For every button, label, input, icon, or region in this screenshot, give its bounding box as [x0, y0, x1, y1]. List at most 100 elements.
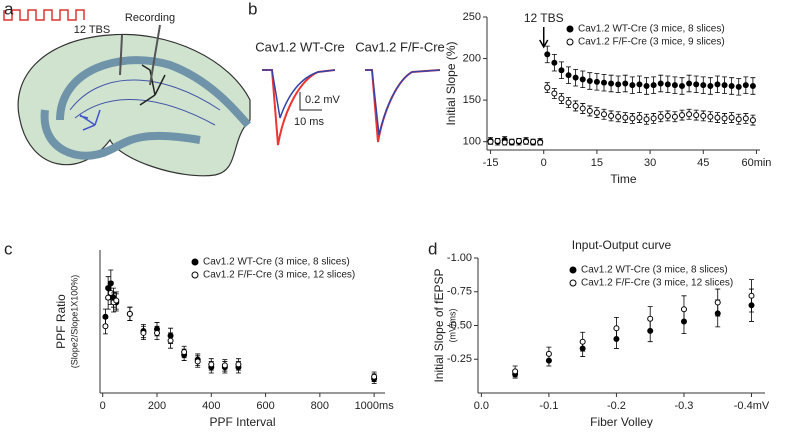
point: [664, 81, 671, 88]
x-tick-label: -0.4mV: [734, 400, 770, 412]
point: [613, 325, 620, 332]
legend-label: Cav1.2 F/F-Cre (3 mice, 9 slices): [578, 37, 725, 48]
dg-layer: [40, 109, 201, 160]
ca-layer: [56, 56, 252, 128]
legend-label: Cav1.2 WT-Cre (3 mice, 8 slices): [581, 265, 728, 276]
x-tick-label: 0.0: [474, 400, 489, 412]
legend-label: Cav1.2 WT-Cre (3 mice, 8 slices): [578, 24, 725, 35]
point: [647, 315, 654, 322]
trace: [262, 69, 336, 119]
point: [515, 137, 522, 144]
legend-marker: [191, 258, 199, 266]
x-tick-label: 45: [697, 157, 709, 169]
point: [608, 112, 615, 119]
point: [593, 78, 600, 85]
stim-train: [3, 9, 85, 21]
point: [487, 138, 494, 145]
point: [194, 358, 201, 365]
x-tick-label: 800: [311, 400, 329, 412]
y-tick-label: 100: [463, 136, 481, 148]
scale-label: 0.2 mV: [305, 94, 341, 106]
point: [501, 139, 508, 146]
y-tick-label: 150: [463, 94, 481, 106]
x-axis-label: Time: [610, 172, 637, 186]
point: [558, 95, 565, 102]
point: [686, 111, 693, 118]
point: [714, 81, 721, 88]
point: [551, 59, 558, 66]
point: [742, 115, 749, 122]
point: [608, 80, 615, 87]
point: [749, 117, 756, 124]
point: [650, 82, 657, 89]
rec-electrode: [149, 24, 161, 86]
point: [113, 297, 120, 304]
point: [221, 362, 228, 369]
point: [629, 115, 636, 122]
x-tick-label: 0: [100, 400, 106, 412]
x-axis-label: PPF Interval: [209, 415, 275, 428]
point: [615, 113, 622, 120]
panel-label: d: [428, 239, 437, 258]
point: [679, 112, 685, 119]
legend-marker: [566, 25, 574, 33]
point: [208, 361, 215, 368]
point: [615, 81, 622, 88]
point: [686, 80, 693, 87]
trace-label: Cav1.2 F/F-Cre: [355, 39, 445, 54]
point: [494, 137, 501, 144]
panel-label: a: [4, 0, 14, 18]
point: [749, 82, 756, 89]
y-axis-label: Initial Slope (%): [444, 41, 458, 125]
point: [721, 115, 728, 122]
point: [700, 112, 707, 119]
panel-label: c: [4, 239, 13, 258]
point: [721, 82, 728, 89]
point: [735, 83, 742, 90]
point: [572, 102, 579, 109]
point: [643, 82, 650, 89]
annotation: 12 TBS: [524, 11, 564, 25]
point: [629, 82, 636, 89]
point: [622, 80, 629, 87]
stim-electrode: [119, 34, 123, 76]
point: [167, 337, 174, 344]
point: [579, 76, 586, 83]
x-tick-label: 15: [591, 157, 603, 169]
scale-label: 10 ms: [294, 116, 324, 128]
stim-label: 12 TBS: [74, 24, 111, 36]
point: [657, 80, 664, 87]
x-tick-label: -0.2: [607, 400, 626, 412]
point: [544, 84, 551, 91]
x-tick-label: 60min: [741, 157, 771, 169]
point: [693, 81, 700, 88]
point: [671, 113, 678, 120]
y-axis-label: PPF Ratio: [54, 294, 68, 349]
point: [664, 112, 671, 119]
y-tick-label: -0.25: [447, 353, 472, 365]
point: [565, 99, 572, 106]
rec-label: Recording: [125, 12, 175, 24]
point: [565, 72, 572, 79]
point: [586, 78, 593, 85]
panel-label: b: [248, 0, 257, 18]
y-axis-label: (mV/ms): [447, 309, 457, 343]
neuron: [79, 109, 101, 131]
y-tick-label: -0.50: [447, 319, 472, 331]
x-tick-label: -0.3: [674, 400, 693, 412]
point: [714, 114, 721, 121]
point: [140, 329, 147, 336]
point: [181, 349, 188, 356]
legend-label: Cav1.2 WT-Cre (3 mice, 8 slices): [203, 257, 350, 268]
point: [572, 74, 579, 81]
x-tick-label: 400: [202, 400, 220, 412]
point: [508, 138, 515, 145]
point: [579, 338, 586, 345]
point: [593, 109, 600, 116]
point: [586, 107, 593, 114]
point: [105, 294, 112, 301]
point: [714, 299, 721, 306]
x-tick-label: -0.1: [539, 400, 558, 412]
trace-label: Cav1.2 WT-Cre: [255, 39, 345, 54]
